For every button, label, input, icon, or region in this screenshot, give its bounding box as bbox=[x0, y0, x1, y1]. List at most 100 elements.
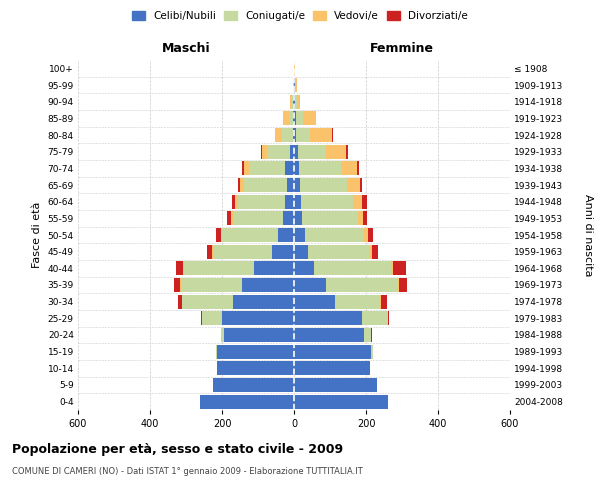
Bar bbox=[294, 228, 305, 242]
Bar bbox=[293, 128, 294, 142]
Bar bbox=[224, 328, 294, 342]
Bar bbox=[232, 194, 235, 209]
Bar bbox=[262, 144, 267, 159]
Bar bbox=[296, 112, 303, 126]
Bar bbox=[299, 162, 341, 175]
Bar bbox=[373, 244, 378, 259]
Bar bbox=[222, 228, 278, 242]
Bar bbox=[294, 144, 298, 159]
Bar bbox=[301, 194, 353, 209]
Bar bbox=[363, 211, 367, 226]
Bar bbox=[231, 211, 233, 226]
Bar bbox=[294, 94, 295, 109]
Bar bbox=[294, 194, 301, 209]
Bar bbox=[370, 244, 373, 259]
Bar bbox=[217, 344, 294, 359]
Bar bbox=[283, 112, 289, 126]
Bar bbox=[335, 294, 380, 308]
Bar bbox=[222, 311, 294, 326]
Bar bbox=[368, 228, 373, 242]
Bar bbox=[233, 211, 283, 226]
Bar bbox=[295, 78, 296, 92]
Bar bbox=[272, 244, 294, 259]
Bar bbox=[326, 144, 346, 159]
Text: Maschi: Maschi bbox=[161, 42, 211, 55]
Bar bbox=[278, 228, 294, 242]
Bar bbox=[391, 261, 393, 276]
Bar bbox=[181, 278, 242, 292]
Y-axis label: Fasce di età: Fasce di età bbox=[32, 202, 42, 268]
Bar bbox=[244, 162, 249, 175]
Bar bbox=[341, 162, 357, 175]
Bar bbox=[293, 112, 294, 126]
Bar bbox=[184, 261, 254, 276]
Bar bbox=[303, 112, 316, 126]
Bar bbox=[294, 112, 296, 126]
Bar bbox=[294, 294, 335, 308]
Bar bbox=[346, 144, 348, 159]
Bar bbox=[207, 244, 212, 259]
Bar bbox=[364, 328, 371, 342]
Bar bbox=[260, 144, 262, 159]
Bar bbox=[388, 311, 389, 326]
Bar bbox=[227, 211, 231, 226]
Bar bbox=[353, 194, 362, 209]
Bar bbox=[381, 294, 386, 308]
Bar bbox=[358, 211, 363, 226]
Bar bbox=[176, 261, 184, 276]
Bar bbox=[242, 162, 244, 175]
Bar bbox=[249, 162, 285, 175]
Bar bbox=[357, 162, 359, 175]
Bar bbox=[290, 144, 294, 159]
Bar bbox=[380, 294, 381, 308]
Bar bbox=[240, 178, 244, 192]
Bar bbox=[371, 328, 372, 342]
Bar bbox=[294, 344, 371, 359]
Bar bbox=[294, 78, 295, 92]
Bar bbox=[287, 178, 294, 192]
Bar bbox=[294, 394, 388, 409]
Bar bbox=[294, 244, 308, 259]
Bar bbox=[244, 178, 287, 192]
Bar bbox=[285, 162, 294, 175]
Bar bbox=[294, 361, 370, 376]
Bar bbox=[364, 228, 368, 242]
Bar bbox=[283, 211, 294, 226]
Bar bbox=[217, 361, 294, 376]
Bar bbox=[238, 194, 285, 209]
Bar bbox=[215, 228, 221, 242]
Bar bbox=[393, 261, 406, 276]
Bar bbox=[295, 94, 296, 109]
Bar bbox=[221, 328, 224, 342]
Bar bbox=[400, 278, 407, 292]
Bar bbox=[221, 228, 222, 242]
Bar bbox=[254, 261, 294, 276]
Bar bbox=[310, 128, 332, 142]
Bar bbox=[362, 311, 388, 326]
Bar bbox=[290, 94, 292, 109]
Bar bbox=[292, 94, 293, 109]
Bar bbox=[216, 344, 217, 359]
Bar bbox=[213, 378, 294, 392]
Bar bbox=[294, 128, 296, 142]
Bar bbox=[298, 144, 326, 159]
Bar bbox=[371, 344, 373, 359]
Bar bbox=[275, 128, 282, 142]
Bar bbox=[282, 128, 293, 142]
Bar bbox=[202, 311, 222, 326]
Bar bbox=[301, 178, 347, 192]
Bar bbox=[212, 244, 213, 259]
Bar bbox=[200, 394, 294, 409]
Bar bbox=[294, 211, 302, 226]
Bar bbox=[235, 194, 238, 209]
Legend: Celibi/Nubili, Coniugati/e, Vedovi/e, Divorziati/e: Celibi/Nubili, Coniugati/e, Vedovi/e, Di… bbox=[129, 8, 471, 24]
Bar bbox=[233, 294, 294, 308]
Bar bbox=[213, 244, 272, 259]
Bar bbox=[174, 278, 180, 292]
Bar bbox=[178, 294, 182, 308]
Bar bbox=[360, 178, 362, 192]
Bar bbox=[296, 128, 310, 142]
Bar bbox=[294, 178, 301, 192]
Bar bbox=[242, 278, 294, 292]
Y-axis label: Anni di nascita: Anni di nascita bbox=[583, 194, 593, 276]
